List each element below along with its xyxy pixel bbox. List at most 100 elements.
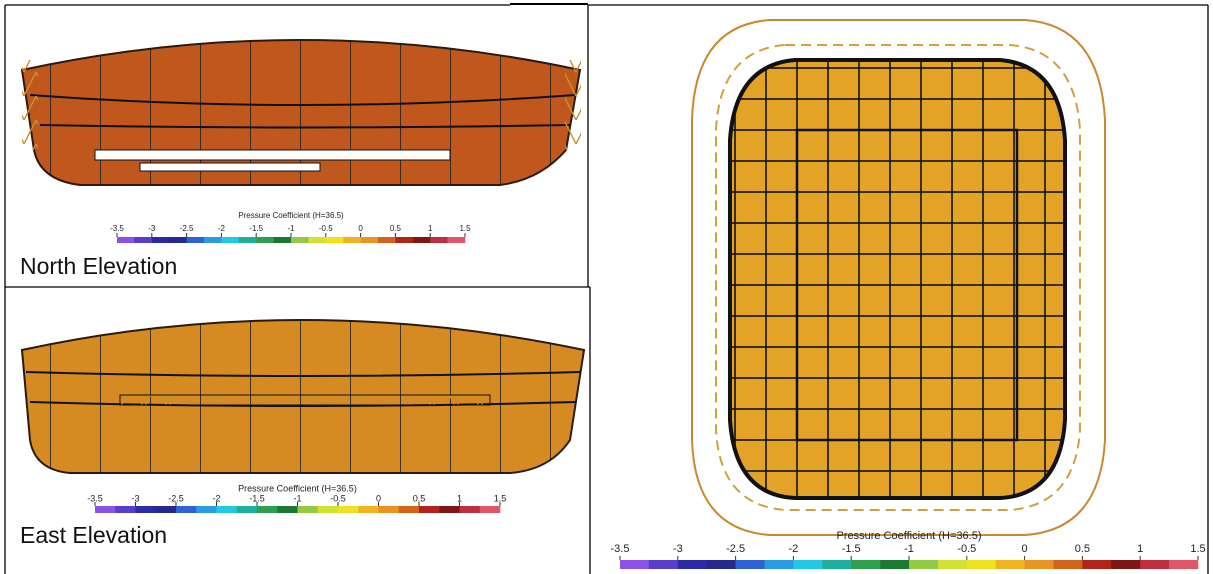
east-render: [22, 320, 584, 473]
colorbar-tick-label: -1.5: [249, 493, 265, 503]
colorbar-tick-label: 1.5: [1190, 543, 1205, 555]
colorbar-segment: [1169, 560, 1198, 569]
colorbar-segment: [480, 506, 501, 513]
colorbar-segment: [851, 560, 880, 569]
colorbar-tick-label: -3.5: [87, 493, 103, 503]
colorbar-segment: [326, 237, 344, 243]
colorbar-segment: [460, 506, 481, 513]
colorbar-tick-label: 0: [1022, 543, 1028, 555]
colorbar-tick-label: 1: [428, 224, 433, 233]
colorbar-tick-label: -3: [131, 493, 139, 503]
figure: North Elevation East Elevation Pressure …: [0, 0, 1213, 574]
colorbar-tick-label: 0: [376, 493, 381, 503]
colorbar-segment: [277, 506, 298, 513]
colorbar-segment: [419, 506, 440, 513]
colorbar-tick-label: 1: [457, 493, 462, 503]
colorbar-segment: [379, 506, 400, 513]
colorbar-segment: [413, 237, 431, 243]
colorbar-tick-label: -3.5: [611, 543, 630, 555]
colorbar-tick-label: -2.5: [180, 224, 194, 233]
colorbar-tick-label: -1: [904, 543, 914, 555]
colorbar-segment: [1054, 560, 1083, 569]
colorbar-tick-label: 0.5: [1075, 543, 1090, 555]
colorbar-segment: [909, 560, 938, 569]
colorbar-segment: [620, 560, 649, 569]
colorbar-segment: [822, 560, 851, 569]
colorbar-segment: [399, 506, 420, 513]
colorbar-tick-label: -2: [789, 543, 799, 555]
colorbar-segment: [115, 506, 136, 513]
colorbar-segment: [378, 237, 396, 243]
colorbar-segment: [358, 506, 379, 513]
colorbar-tick-label: 0: [358, 224, 363, 233]
colorbar-tick-label: -2: [218, 224, 226, 233]
colorbar-segment: [343, 237, 361, 243]
colorbar-tick-label: 1: [1137, 543, 1143, 555]
colorbar-segment: [967, 560, 996, 569]
colorbar-tick-label: 1.5: [459, 224, 471, 233]
colorbar-segment: [707, 560, 736, 569]
colorbar-segment: [176, 506, 197, 513]
colorbar-segment: [256, 237, 274, 243]
colorbar-tick-label: 0.5: [413, 493, 426, 503]
colorbar-tick-label: -2.5: [726, 543, 745, 555]
colorbar-segment: [204, 237, 222, 243]
colorbar-tick-label: -0.5: [957, 543, 976, 555]
top-render: [692, 20, 1105, 535]
colorbar-title: Pressure Coefficient (H=36.5): [238, 211, 344, 220]
colorbar-segment: [187, 237, 205, 243]
colorbar-segment: [196, 506, 217, 513]
colorbar-segment: [678, 560, 707, 569]
colorbar-tick-label: -1: [287, 224, 295, 233]
colorbar-tick-label: -0.5: [330, 493, 346, 503]
colorbar-segment: [338, 506, 359, 513]
colorbar-segment: [649, 560, 678, 569]
colorbar-segment: [395, 237, 413, 243]
colorbar-title: Pressure Coefficient (H=36.5): [238, 483, 357, 493]
colorbar-tick-label: 0.5: [390, 224, 402, 233]
colorbar-segment: [217, 506, 238, 513]
colorbar-tick-label: 1.5: [494, 493, 507, 503]
colorbar-tick-label: -0.5: [319, 224, 333, 233]
colorbar-tick-label: -3.5: [110, 224, 124, 233]
colorbar-segment: [291, 237, 309, 243]
north-render: [22, 40, 581, 185]
colorbar-segment: [361, 237, 379, 243]
colorbar-segment: [95, 506, 116, 513]
colorbar-title: Pressure Coefficient (H=36.5): [836, 530, 981, 542]
colorbar-segment: [880, 560, 909, 569]
colorbar-tick-label: -1.5: [249, 224, 263, 233]
colorbar-segment: [1082, 560, 1111, 569]
colorbar-segment: [430, 237, 448, 243]
colorbar-tick-label: -3: [673, 543, 683, 555]
colorbar-segment: [308, 237, 326, 243]
colorbar-segment: [1025, 560, 1054, 569]
colorbar-segment: [1140, 560, 1169, 569]
caption: North Elevation: [20, 253, 177, 279]
colorbar-segment: [298, 506, 319, 513]
colorbar-segment: [136, 506, 157, 513]
colorbar-segment: [257, 506, 278, 513]
colorbar-segment: [448, 237, 466, 243]
colorbar-segment: [152, 237, 170, 243]
colorbar-segment: [318, 506, 339, 513]
colorbar-tick-label: -1.5: [842, 543, 861, 555]
colorbar-segment: [736, 560, 765, 569]
colorbar-segment: [169, 237, 187, 243]
colorbar-segment: [156, 506, 177, 513]
colorbar-segment: [221, 237, 239, 243]
colorbar-segment: [117, 237, 135, 243]
colorbar-segment: [765, 560, 794, 569]
colorbar-segment: [996, 560, 1025, 569]
colorbar-segment: [239, 237, 257, 243]
colorbar-segment: [439, 506, 460, 513]
colorbar-segment: [274, 237, 292, 243]
colorbar-segment: [793, 560, 822, 569]
colorbar-segment: [134, 237, 152, 243]
colorbar-segment: [237, 506, 258, 513]
colorbar-segment: [938, 560, 967, 569]
colorbar-tick-label: -1: [293, 493, 301, 503]
colorbar-tick-label: -2.5: [168, 493, 184, 503]
colorbar-segment: [1111, 560, 1140, 569]
colorbar-tick-label: -2: [212, 493, 220, 503]
